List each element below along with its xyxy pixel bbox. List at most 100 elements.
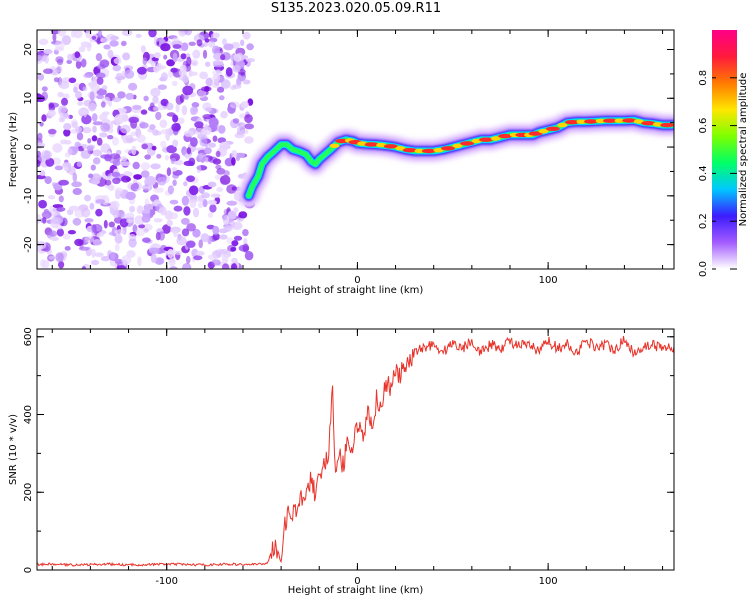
- noise-speckle: [188, 41, 196, 46]
- noise-speckle: [68, 114, 73, 119]
- noise-speckle: [230, 219, 235, 228]
- noise-speckle: [47, 109, 56, 117]
- noise-speckle: [155, 111, 162, 121]
- noise-speckle: [212, 32, 220, 38]
- ridge-peak: [376, 142, 387, 148]
- noise-speckle: [150, 87, 161, 97]
- noise-speckle: [197, 202, 204, 208]
- noise-speckle: [90, 164, 96, 171]
- snr-frame: [36, 328, 675, 571]
- noise-speckle: [196, 152, 207, 163]
- noise-speckle: [204, 38, 210, 43]
- noise-speckle: [49, 230, 58, 237]
- noise-speckle: [150, 163, 161, 170]
- noise-speckle: [57, 58, 64, 66]
- noise-speckle: [168, 212, 179, 220]
- noise-speckle: [71, 121, 78, 129]
- noise-speckle: [235, 152, 246, 158]
- noise-speckle: [154, 257, 165, 265]
- y-tick-label: 0: [23, 144, 34, 150]
- noise-speckle: [62, 93, 70, 100]
- noise-speckle: [247, 98, 254, 106]
- noise-speckle: [192, 49, 201, 59]
- noise-speckle: [43, 68, 54, 74]
- colorbar-tick-label: 0.8: [698, 70, 709, 86]
- noise-speckle: [111, 136, 119, 146]
- y-tick-label: 400: [23, 405, 34, 424]
- noise-speckle: [99, 113, 108, 121]
- noise-speckle: [188, 185, 199, 196]
- ridge-peak: [357, 141, 368, 146]
- noise-speckle: [96, 76, 104, 85]
- noise-speckle: [100, 255, 111, 262]
- noise-speckle: [237, 125, 245, 134]
- noise-speckle: [157, 84, 167, 90]
- noise-speckle: [160, 129, 170, 135]
- noise-speckle: [245, 58, 256, 63]
- noise-speckle: [186, 223, 197, 232]
- noise-speckle: [91, 113, 98, 122]
- noise-speckle: [189, 71, 198, 76]
- noise-speckle: [84, 218, 94, 223]
- noise-speckle: [166, 145, 177, 154]
- noise-speckle: [90, 83, 100, 92]
- noise-speckle: [120, 40, 127, 47]
- noise-speckle: [153, 187, 164, 194]
- noise-speckle: [95, 199, 106, 204]
- noise-speckle: [61, 97, 68, 106]
- noise-speckle: [240, 101, 249, 109]
- noise-speckle: [148, 247, 160, 254]
- noise-speckle: [124, 148, 134, 154]
- noise-speckle: [143, 95, 149, 102]
- noise-speckle: [67, 53, 74, 61]
- noise-speckle: [202, 49, 208, 59]
- noise-speckle: [164, 154, 169, 161]
- noise-speckle: [62, 162, 72, 169]
- noise-speckle: [74, 51, 81, 59]
- noise-speckle: [159, 119, 168, 128]
- ridge-peak: [603, 118, 618, 123]
- ridge-peak: [364, 142, 379, 147]
- noise-speckle: [145, 176, 157, 186]
- noise-speckle: [42, 216, 47, 224]
- noise-speckle: [142, 57, 148, 65]
- noise-speckle: [95, 208, 103, 217]
- noise-speckle: [172, 52, 178, 63]
- noise-speckle: [138, 224, 146, 229]
- noise-speckle: [37, 214, 41, 224]
- noise-speckle: [61, 35, 72, 46]
- noise-speckle: [124, 69, 135, 79]
- noise-speckle: [166, 59, 176, 67]
- noise-speckle: [177, 117, 185, 125]
- noise-speckle: [196, 126, 203, 137]
- noise-speckle: [216, 187, 224, 192]
- noise-speckle: [172, 44, 182, 49]
- noise-speckle: [186, 56, 192, 67]
- snr-x-axis-label: Height of straight line (km): [288, 585, 424, 596]
- noise-speckle: [223, 225, 235, 232]
- noise-speckle: [43, 49, 53, 55]
- noise-speckle: [100, 122, 111, 132]
- noise-speckle: [135, 33, 142, 39]
- noise-speckle: [64, 246, 71, 251]
- noise-speckle: [186, 147, 192, 155]
- noise-speckle: [53, 77, 60, 83]
- noise-speckle: [186, 240, 196, 248]
- noise-speckle: [52, 32, 57, 42]
- noise-speckle: [220, 54, 226, 61]
- ridge-peak: [565, 120, 579, 125]
- noise-speckle: [233, 53, 243, 62]
- ridge-peak: [421, 148, 436, 154]
- noise-speckle: [55, 252, 64, 263]
- noise-speckle: [111, 226, 117, 237]
- noise-speckle: [181, 228, 190, 237]
- noise-speckle: [223, 170, 230, 177]
- noise-speckle: [211, 81, 220, 89]
- noise-speckle: [212, 69, 223, 77]
- noise-speckle: [208, 142, 217, 148]
- noise-speckle: [166, 167, 172, 177]
- noise-speckle: [140, 109, 148, 115]
- noise-speckle: [81, 266, 86, 269]
- noise-speckle: [150, 253, 157, 264]
- noise-speckle: [196, 251, 205, 256]
